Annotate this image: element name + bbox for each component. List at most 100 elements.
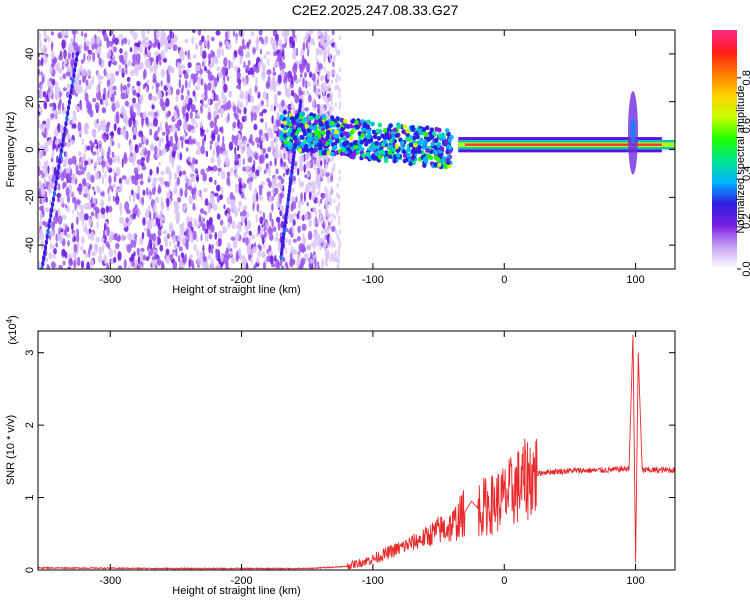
heatmap-cell xyxy=(320,220,323,226)
heatmap-cell xyxy=(78,161,82,166)
heatmap-cell xyxy=(306,171,311,178)
heatmap-cell xyxy=(40,266,44,269)
heatmap-cell xyxy=(394,133,400,138)
heatmap-cell xyxy=(283,172,286,177)
heatmap-cell xyxy=(238,200,242,208)
heatmap-cell xyxy=(325,172,330,178)
heatmap-cell xyxy=(257,104,260,112)
heatmap-cell xyxy=(320,31,323,37)
heatmap-cell xyxy=(413,142,418,148)
heatmap-cell xyxy=(329,171,333,177)
heatmap-cell xyxy=(179,258,183,264)
heatmap-cell xyxy=(242,166,247,172)
heatmap-cell xyxy=(165,181,170,188)
heatmap-cell xyxy=(248,230,252,236)
heatmap-cell xyxy=(235,171,238,179)
heatmap-cell xyxy=(321,150,326,156)
heatmap-cell xyxy=(43,163,48,172)
heatmap-cell xyxy=(47,265,51,269)
heatmap-cell xyxy=(129,142,133,153)
heatmap-cell xyxy=(333,242,336,248)
heatmap-cell xyxy=(174,106,178,111)
heatmap-cell xyxy=(106,226,110,237)
heatmap-cell xyxy=(105,205,109,214)
heatmap-cell xyxy=(248,39,252,45)
heatmap-cell xyxy=(306,202,309,207)
heatmap-cell xyxy=(213,122,217,128)
heatmap-cell xyxy=(200,168,205,176)
heatmap-cell xyxy=(53,248,57,255)
heatmap-cell xyxy=(109,72,115,78)
heatmap-cell xyxy=(104,100,109,107)
heatmap-cell xyxy=(93,191,96,195)
heatmap-cell xyxy=(263,37,267,46)
heatmap-cell xyxy=(50,230,55,237)
heatmap-cell xyxy=(445,157,451,163)
heatmap-cell xyxy=(285,247,288,255)
heatmap-cell xyxy=(193,243,197,251)
heatmap-cell xyxy=(196,237,199,243)
heatmap-cell xyxy=(337,250,341,256)
heatmap-cell xyxy=(394,144,400,150)
colorbar-tick-label: 0.6 xyxy=(741,118,750,133)
heatmap-cell xyxy=(113,256,117,263)
heatmap-cell xyxy=(41,260,45,267)
heatmap-cell xyxy=(101,151,103,157)
heatmap-cell xyxy=(338,229,342,235)
heatmap-cell xyxy=(172,44,178,52)
heatmap-cell xyxy=(137,85,141,95)
heatmap-cell xyxy=(275,168,279,175)
heatmap-cell xyxy=(237,157,242,168)
heatmap-cell xyxy=(133,167,138,175)
heatmap-cell xyxy=(64,120,68,127)
heatmap-cell xyxy=(255,66,260,74)
heatmap-cell xyxy=(174,114,178,121)
heatmap-cell xyxy=(342,131,347,136)
heatmap-cell xyxy=(429,134,435,140)
heatmap-cell xyxy=(165,255,171,264)
heatmap-cell xyxy=(48,217,52,224)
heatmap-cell xyxy=(194,42,199,51)
plot-background xyxy=(38,331,675,570)
heatmap-cell xyxy=(325,157,329,163)
heatmap-cell xyxy=(169,190,173,199)
heatmap-cell xyxy=(289,213,295,222)
heatmap-cell xyxy=(207,112,212,121)
heatmap-cell xyxy=(253,264,257,269)
heatmap-cell xyxy=(119,216,124,224)
heatmap-cell xyxy=(232,238,238,249)
heatmap-cell xyxy=(340,126,345,132)
heatmap-cell xyxy=(317,233,321,239)
heatmap-cell xyxy=(184,50,187,56)
x-tick-label: 0 xyxy=(501,274,507,286)
heatmap-cell xyxy=(364,141,369,147)
heatmap-cell xyxy=(75,234,80,242)
heatmap-cell xyxy=(294,94,300,104)
heatmap-cell xyxy=(290,245,294,255)
heatmap-cell xyxy=(159,125,163,131)
heatmap-cell xyxy=(321,94,324,100)
heatmap-cell xyxy=(327,35,330,41)
heatmap-cell xyxy=(272,226,277,232)
heatmap-cell xyxy=(321,140,326,145)
heatmap-cell xyxy=(191,30,196,34)
heatmap-cell xyxy=(225,266,230,269)
heatmap-cell xyxy=(145,59,151,69)
heatmap-cell xyxy=(151,84,154,90)
heatmap-cell xyxy=(317,134,322,140)
heatmap-cell xyxy=(329,157,333,163)
heatmap-cell xyxy=(216,147,220,158)
heatmap-cell xyxy=(168,198,172,206)
heatmap-cell xyxy=(306,81,311,87)
heatmap-cell xyxy=(49,85,54,90)
heatmap-cell xyxy=(67,158,73,166)
heatmap-cell xyxy=(72,209,75,214)
heatmap-cell xyxy=(122,52,128,62)
heatmap-cell xyxy=(226,176,231,187)
heatmap-cell xyxy=(78,79,82,86)
heatmap-cell xyxy=(374,151,380,156)
heatmap-cell xyxy=(177,240,180,248)
heatmap-cell xyxy=(301,243,306,254)
heatmap-cell xyxy=(270,140,275,146)
